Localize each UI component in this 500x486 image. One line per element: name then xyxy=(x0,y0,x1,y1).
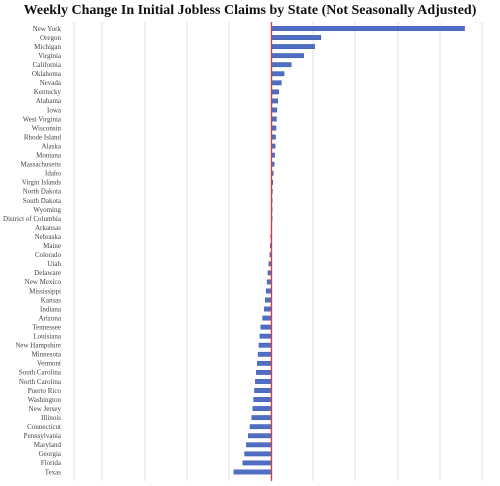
bar xyxy=(252,406,272,411)
bar xyxy=(258,342,272,348)
bars xyxy=(233,26,465,475)
category-label: Virginia xyxy=(38,52,62,60)
bar xyxy=(266,279,272,285)
category-label: Alaska xyxy=(42,142,62,150)
category-label: Arkansas xyxy=(35,224,61,232)
category-label: Pennsylvania xyxy=(24,432,62,440)
category-label: Massachusetts xyxy=(21,161,62,169)
bar xyxy=(271,89,279,95)
bar xyxy=(271,71,285,77)
bar xyxy=(271,116,277,122)
category-label: Illinois xyxy=(41,414,61,422)
bar xyxy=(271,26,465,31)
category-label: Louisiana xyxy=(33,333,61,341)
category-label: Colorado xyxy=(35,251,62,259)
category-label: District of Columbia xyxy=(3,215,62,223)
bar xyxy=(271,35,322,40)
bar xyxy=(244,451,272,457)
category-label: Connecticut xyxy=(27,423,61,431)
grid-lines xyxy=(73,22,483,481)
bar xyxy=(262,315,272,321)
bar xyxy=(264,306,272,312)
category-label: New York xyxy=(33,25,62,33)
bar xyxy=(271,125,277,131)
category-label: Idaho xyxy=(45,170,61,178)
category-label: Washington xyxy=(28,396,62,404)
category-label: Texas xyxy=(45,468,62,476)
bar xyxy=(271,44,315,50)
category-label: Arizona xyxy=(38,314,61,322)
category-label: Maryland xyxy=(34,441,62,449)
category-label: Minnesota xyxy=(31,351,61,359)
category-label: Utah xyxy=(47,260,61,268)
bar xyxy=(271,62,292,68)
bar xyxy=(271,98,279,104)
category-label: Wyoming xyxy=(33,206,61,214)
category-label: Rhode Island xyxy=(24,133,62,141)
category-label: West Virginia xyxy=(23,115,62,123)
category-label: New Mexico xyxy=(25,278,62,286)
category-label: Virgin Islands xyxy=(22,179,62,187)
category-labels: New YorkOregonMichiganVirginiaCalifornia… xyxy=(3,25,62,476)
bar xyxy=(249,424,272,430)
category-label: Alabama xyxy=(36,97,62,105)
bar xyxy=(271,80,282,86)
bar xyxy=(265,297,272,303)
bar xyxy=(246,442,272,448)
category-label: California xyxy=(33,61,62,69)
category-label: Tennessee xyxy=(32,323,61,331)
category-label: Nebraska xyxy=(35,233,62,241)
category-label: North Dakota xyxy=(23,188,62,196)
bar xyxy=(242,460,272,466)
bar xyxy=(233,469,272,475)
category-label: Oregon xyxy=(40,34,61,42)
category-label: Kansas xyxy=(41,296,61,304)
category-label: Michigan xyxy=(34,43,61,51)
category-label: Florida xyxy=(41,459,62,467)
category-label: Delaware xyxy=(34,269,61,277)
bar xyxy=(256,360,272,366)
bar xyxy=(255,379,272,384)
bar xyxy=(271,53,305,59)
category-label: South Dakota xyxy=(23,197,62,205)
chart-title: Weekly Change In Initial Jobless Claims … xyxy=(23,3,477,18)
category-label: New Hampshire xyxy=(15,342,61,350)
bar xyxy=(254,388,272,393)
bar xyxy=(256,370,272,375)
category-label: Kentucky xyxy=(34,88,62,96)
category-label: Maine xyxy=(43,242,61,250)
bar xyxy=(257,351,272,357)
bar xyxy=(265,288,272,294)
bar xyxy=(259,333,272,339)
category-label: Georgia xyxy=(39,450,62,458)
bar xyxy=(271,107,278,113)
category-label: Puerto Rico xyxy=(28,387,62,395)
category-label: Iowa xyxy=(47,106,62,114)
category-label: New Jersey xyxy=(29,405,62,413)
category-label: Wisconsin xyxy=(32,124,62,132)
bar xyxy=(253,397,272,402)
bar xyxy=(251,415,272,421)
bar xyxy=(247,433,272,439)
category-label: Mississippi xyxy=(29,287,61,295)
category-label: Oklahoma xyxy=(32,70,62,78)
category-label: Vermont xyxy=(37,360,61,368)
category-label: Montana xyxy=(36,152,62,160)
category-label: Indiana xyxy=(40,305,62,313)
bar xyxy=(260,324,272,330)
category-label: North Carolina xyxy=(19,378,62,386)
category-label: South Carolina xyxy=(19,369,62,377)
category-label: Nevada xyxy=(40,79,62,87)
